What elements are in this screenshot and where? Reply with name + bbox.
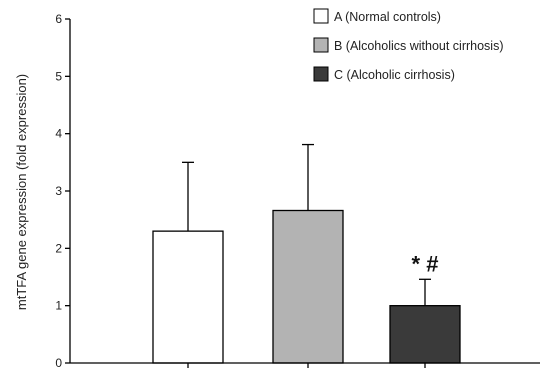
legend-label: C (Alcoholic cirrhosis) — [334, 68, 455, 82]
y-tick-label: 4 — [55, 127, 62, 141]
legend-label: B (Alcoholics without cirrhosis) — [334, 39, 504, 53]
y-tick-label: 1 — [55, 299, 62, 313]
y-tick-label: 2 — [55, 241, 62, 255]
legend-label: A (Normal controls) — [334, 10, 441, 24]
y-tick-label: 5 — [55, 69, 62, 83]
y-tick-label: 6 — [55, 12, 62, 26]
bar — [272, 209, 344, 364]
plot-area: * # — [152, 143, 461, 364]
legend-swatch — [313, 66, 329, 82]
y-tick-label: 0 — [55, 356, 62, 370]
axes: 0 1 2 3 4 5 6 — [55, 12, 540, 370]
y-tick-label: 3 — [55, 184, 62, 198]
legend-swatch — [313, 8, 329, 24]
bar — [152, 230, 224, 364]
y-axis-label: mtTFA gene expression (fold expression) — [14, 74, 29, 310]
significance-annotation: * # — [412, 251, 439, 276]
bar — [389, 305, 461, 364]
legend: A (Normal controls) B (Alcoholics without… — [313, 8, 504, 82]
legend-swatch — [313, 37, 329, 53]
